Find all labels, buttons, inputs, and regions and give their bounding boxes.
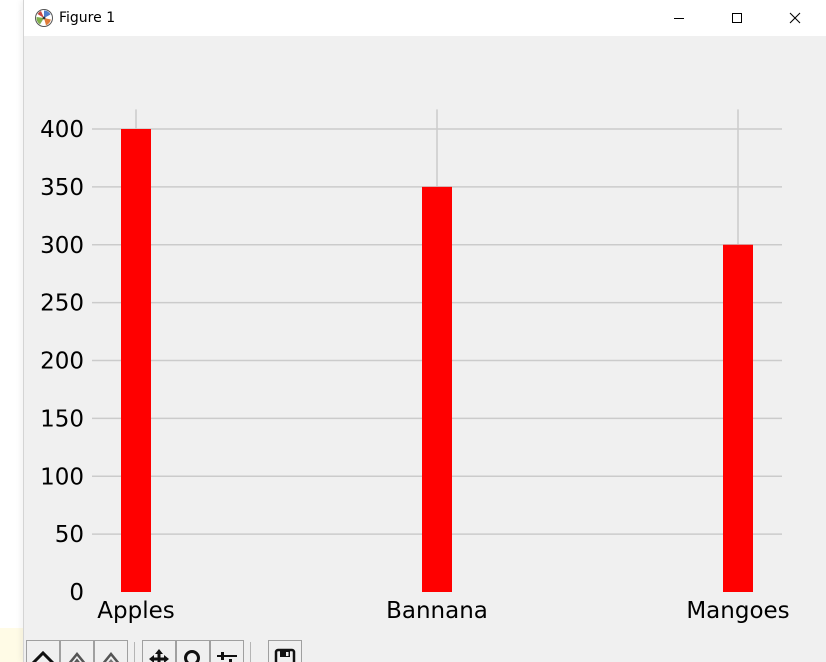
back-button[interactable] bbox=[60, 640, 94, 662]
zoom-button[interactable] bbox=[176, 640, 210, 662]
title-bar[interactable]: Figure 1 bbox=[24, 0, 826, 36]
x-tick-label: Mangoes bbox=[686, 598, 789, 624]
y-tick-label: 400 bbox=[40, 117, 84, 143]
figure-window: Figure 1 0 50 100 150 200 250 300 350 400 Apples B… bbox=[24, 0, 826, 662]
bar-bannana bbox=[422, 186, 452, 592]
bar-apples bbox=[121, 129, 151, 592]
y-tick-label: 350 bbox=[40, 175, 84, 201]
background-strip bbox=[0, 628, 24, 662]
matplotlib-logo-icon bbox=[34, 8, 54, 28]
toolbar-separator bbox=[134, 642, 135, 662]
save-button[interactable] bbox=[268, 640, 302, 662]
back-icon bbox=[68, 652, 86, 662]
y-tick-label: 0 bbox=[69, 580, 84, 606]
bar-chart: 0 50 100 150 200 250 300 350 400 Apples Bannana Man… bbox=[40, 109, 790, 624]
y-tick-label: 250 bbox=[40, 291, 84, 317]
bar-mangoes bbox=[723, 244, 753, 592]
pan-icon bbox=[149, 649, 169, 662]
minimize-button[interactable] bbox=[650, 0, 708, 36]
save-icon bbox=[274, 648, 296, 662]
toolbar-separator bbox=[250, 642, 251, 662]
y-tick-label: 100 bbox=[40, 464, 84, 490]
home-icon bbox=[31, 650, 55, 662]
forward-icon bbox=[102, 652, 120, 662]
bars bbox=[121, 129, 753, 592]
x-tick-label: Bannana bbox=[386, 598, 488, 624]
tick-labels: 0 50 100 150 200 250 300 350 400 Apples Bannana Man… bbox=[40, 117, 790, 624]
maximize-button[interactable] bbox=[708, 0, 766, 36]
zoom-icon bbox=[184, 650, 200, 662]
minimize-icon bbox=[674, 18, 684, 19]
y-tick-label: 300 bbox=[40, 233, 84, 259]
y-tick-label: 150 bbox=[40, 406, 84, 432]
close-icon bbox=[789, 12, 801, 24]
y-tick-label: 50 bbox=[55, 522, 84, 548]
x-tick-label: Apples bbox=[97, 598, 174, 624]
pan-button[interactable] bbox=[142, 640, 176, 662]
window-title: Figure 1 bbox=[59, 10, 116, 26]
configure-subplots-button[interactable] bbox=[210, 640, 244, 662]
y-tick-label: 200 bbox=[40, 349, 84, 375]
close-button[interactable] bbox=[766, 0, 824, 36]
home-button[interactable] bbox=[26, 640, 60, 662]
configure-subplots-icon bbox=[217, 652, 237, 662]
navigation-toolbar bbox=[24, 640, 826, 662]
forward-button[interactable] bbox=[94, 640, 128, 662]
maximize-icon bbox=[732, 13, 742, 23]
